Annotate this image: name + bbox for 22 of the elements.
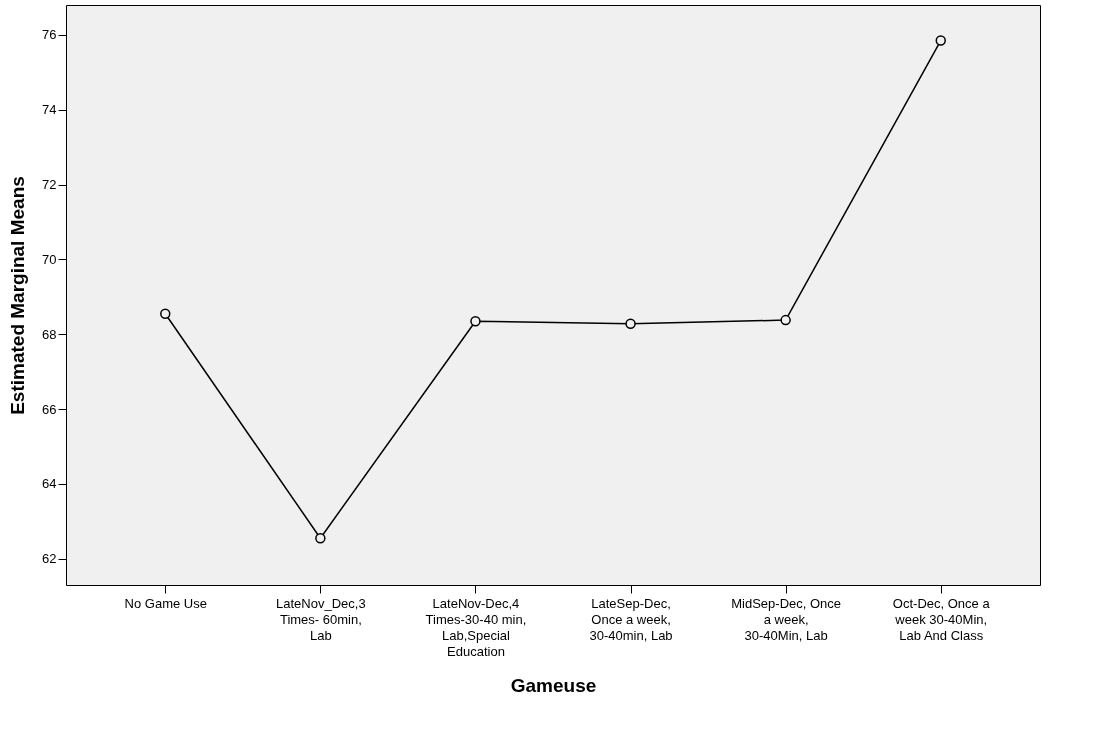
- y-tick-label: 62: [42, 551, 57, 567]
- y-tick-label: 66: [42, 401, 57, 417]
- x-tick-label: Oct-Dec, Once a week 30-40Min, Lab And Class: [892, 595, 991, 643]
- y-tick-label: 68: [42, 326, 57, 342]
- point: [625, 318, 636, 330]
- x-tick-label: No Game Use: [124, 595, 207, 611]
- x-tick-label: LateSep-Dec, Once a week, 30-40min, Lab: [589, 595, 673, 643]
- x-axis-title: Gameuse: [510, 674, 597, 696]
- y-tick-label: 70: [42, 251, 57, 267]
- y-tick-label: 64: [42, 476, 57, 492]
- point: [935, 35, 946, 46]
- point: [315, 533, 326, 544]
- y-tick-label: 74: [42, 102, 57, 118]
- y-tick-label: 72: [42, 177, 57, 193]
- x-tick-label: LateNov-Dec,4 Times-30-40 min, Lab,Special Education: [425, 595, 527, 659]
- point: [470, 315, 481, 327]
- x-tick-label: MidSep-Dec, Once a week, 30-40Min, Lab: [731, 595, 842, 643]
- x-tick-label: LateNov_Dec,3 Times- 60min, Lab: [276, 595, 366, 643]
- point: [780, 314, 791, 326]
- point: [160, 308, 171, 319]
- y-axis-title: Estimated Marginal Means: [7, 176, 29, 415]
- y-tick-label: 76: [42, 27, 57, 43]
